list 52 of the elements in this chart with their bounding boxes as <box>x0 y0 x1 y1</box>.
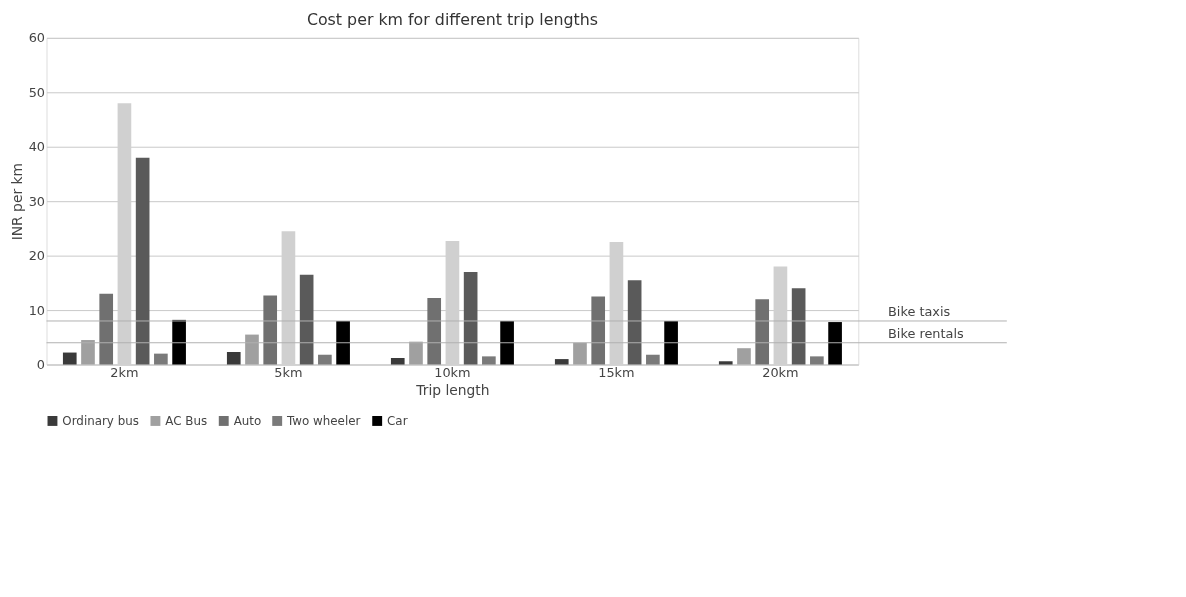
legend-label: Auto <box>233 413 262 428</box>
bar <box>427 298 442 365</box>
legend-label: Car <box>387 413 408 428</box>
bar <box>135 157 150 365</box>
bar <box>409 341 423 365</box>
bar <box>263 295 278 365</box>
bar <box>336 320 350 365</box>
x-tick-label: 10km <box>434 364 471 380</box>
bar <box>810 356 824 365</box>
bar <box>154 353 168 365</box>
x-tick-label: 15km <box>598 364 635 380</box>
bar <box>573 342 587 365</box>
bar <box>390 358 405 365</box>
x-tick-label: 2km <box>110 364 139 380</box>
bar <box>791 288 806 365</box>
bar <box>463 271 478 365</box>
bar <box>627 280 642 365</box>
bar <box>828 322 842 365</box>
bar <box>718 361 733 365</box>
bar <box>62 352 77 365</box>
bar <box>99 293 114 365</box>
y-tick-label: 20 <box>28 248 46 264</box>
y-axis-title: INR per km <box>8 163 25 241</box>
y-tick-label: 30 <box>28 193 46 209</box>
chart-title: Cost per km for different trip lengths <box>306 9 598 29</box>
bar <box>318 354 332 365</box>
y-tick-label: 10 <box>28 302 46 318</box>
bar <box>482 356 496 365</box>
bar <box>755 299 770 365</box>
legend-label: Ordinary bus <box>62 413 139 428</box>
bar <box>172 319 186 365</box>
bar <box>81 340 95 365</box>
bar <box>299 274 314 365</box>
y-tick-label: 50 <box>28 84 46 100</box>
bar <box>664 320 678 365</box>
bar <box>646 354 660 365</box>
ref-line-label: Bike rentals <box>888 325 964 341</box>
y-tick-label: 60 <box>28 30 46 46</box>
bar <box>245 334 259 365</box>
y-tick-label: 40 <box>28 139 46 155</box>
bar <box>591 296 606 365</box>
legend-label: AC Bus <box>165 413 208 428</box>
bar <box>737 348 751 365</box>
bar <box>554 359 569 365</box>
y-tick-label: 0 <box>36 356 46 372</box>
x-tick-label: 5km <box>274 364 303 380</box>
bar <box>226 352 241 365</box>
x-axis-title: Trip length <box>415 381 490 398</box>
ref-line-label: Bike taxis <box>888 304 951 320</box>
x-tick-label: 20km <box>762 364 799 380</box>
bar <box>500 320 514 365</box>
legend-label: Two wheeler <box>286 413 361 428</box>
